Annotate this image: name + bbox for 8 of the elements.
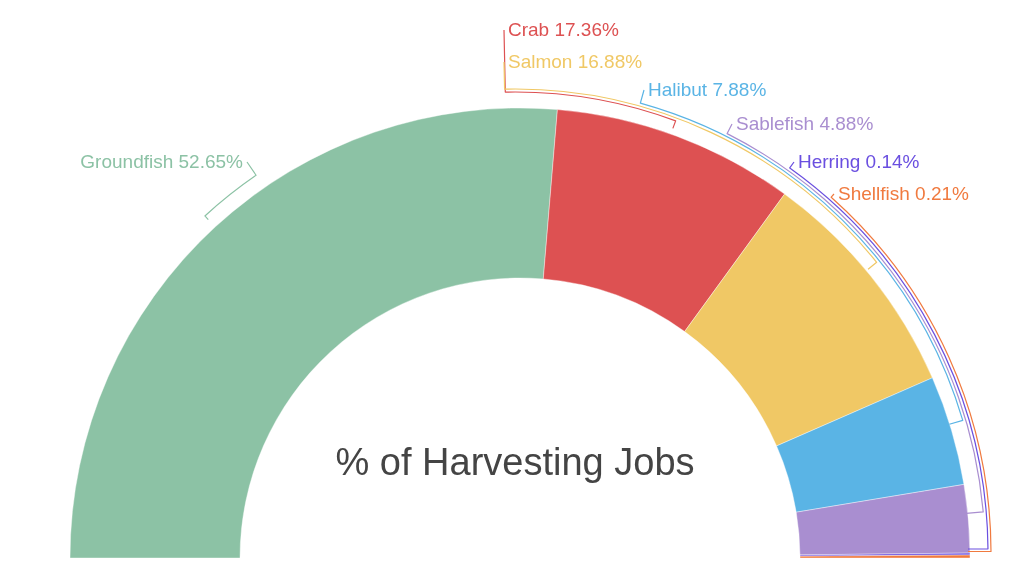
slice-label: Salmon 16.88% bbox=[508, 51, 643, 72]
slice-label: Groundfish 52.65% bbox=[80, 151, 244, 172]
text: % of Harvesting Jobs bbox=[335, 441, 695, 483]
slice-label: Shellfish 0.21% bbox=[838, 183, 970, 204]
slice-label: Herring 0.14% bbox=[798, 151, 920, 172]
slice-label: Halibut 7.88% bbox=[648, 79, 767, 100]
slice-label: Sablefish 4.88% bbox=[736, 113, 874, 134]
slice-label: Crab 17.36% bbox=[508, 19, 620, 40]
